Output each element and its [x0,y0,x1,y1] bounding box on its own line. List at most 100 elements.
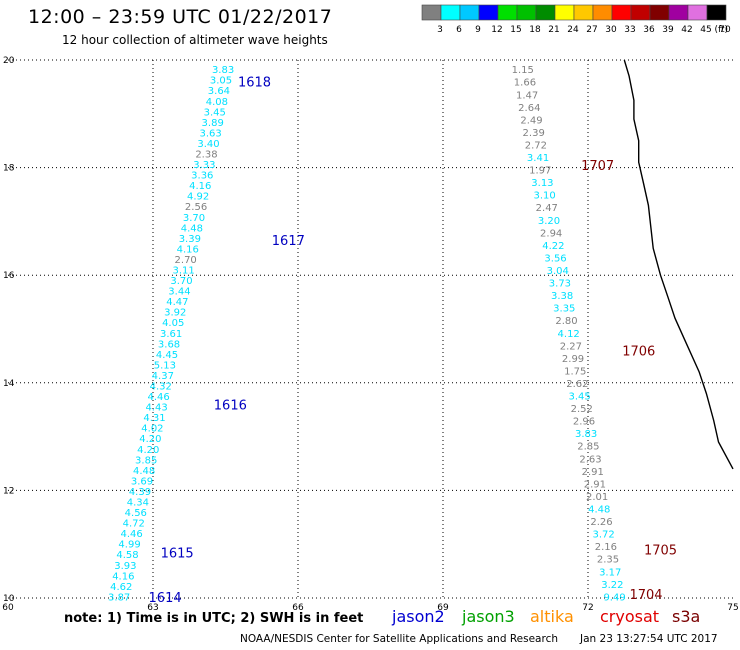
colorbar: 3 6 9 12 15 18 21 24 27 30 33 36 39 42 45 70(ft) [421,4,731,35]
wave-height-point: 4.62 [110,582,132,593]
y-tick-label: 20 [3,56,15,66]
colorbar-label: 42 [681,25,692,35]
pass-label: 1707 [581,159,614,174]
colorbar-swatch [630,4,651,21]
y-tick-label: 16 [3,271,15,281]
pass-label: 1618 [238,76,271,91]
wave-height-point: 2.16 [595,542,617,553]
wave-height-point: 2.47 [536,203,558,214]
wave-height-point: 4.99 [118,540,140,551]
grid [8,59,733,599]
colorbar-label: 6 [456,25,462,35]
x-tick-label: 66 [292,603,304,613]
wave-height-point: 1.47 [516,90,538,101]
timestamp-text: Jan 23 13:27:54 UTC 2017 [580,633,718,645]
wave-height-point: 4.16 [112,571,134,582]
wave-height-point: 4.16 [177,244,199,255]
legend-altika: altika [530,607,574,626]
colorbar-label: 39 [662,25,674,35]
wave-height-point: 3.56 [544,253,566,264]
wave-height-point: 1.66 [514,78,536,89]
legend-s3a: s3a [672,607,701,626]
wave-height-point: 3.85 [135,455,157,466]
y-tick-label: 10 [3,594,15,604]
wave-height-point: 2.39 [523,128,545,139]
wave-height-point: 3.70 [183,213,205,224]
wave-height-point: 3.39 [179,234,201,245]
wave-height-point: 4.58 [116,550,138,561]
wave-height-point: 4.46 [121,529,143,540]
pass-label: 1617 [272,234,305,249]
wave-height-point: 3.93 [114,561,136,572]
wave-height-point: 2.91 [582,467,604,478]
wave-height-point: 3.17 [599,567,621,578]
wave-height-point: 2.38 [195,150,217,161]
wave-height-point: 1.75 [564,366,586,377]
pass-label: 1706 [622,345,655,360]
wave-height-point: 2.56 [185,202,207,213]
wave-height-point: 2.70 [175,255,197,266]
colorbar-swatch [478,4,499,21]
colorbar-label: 18 [529,25,541,35]
wave-height-point: 4.46 [148,392,170,403]
wave-height-point: 3.35 [553,304,575,315]
wave-height-point: 2.01 [586,492,608,503]
wave-height-point: 3.10 [533,191,555,202]
colorbar-swatch [421,4,442,21]
wave-height-point: 4.05 [162,318,184,329]
wave-height-point: 4.08 [206,97,228,108]
y-tick-label: 12 [3,486,14,496]
colorbar-unit: (ft) [714,25,728,35]
colorbar-label: 45 [700,25,711,35]
wave-height-point: 2.35 [597,555,619,566]
wave-height-point: 4.02 [141,424,163,435]
x-tick-label: 69 [437,603,449,613]
wave-height-point: 5.13 [154,360,176,371]
wave-height-point: 9.49 [603,592,625,603]
wave-height-point: 1.97 [529,166,551,177]
wave-height-point: 2.62 [566,379,588,390]
wave-height-point: 4.48 [133,466,155,477]
wave-height-point: 4.47 [166,297,188,308]
wave-height-point: 3.45 [568,392,590,403]
chart-subtitle: 12 hour collection of altimeter wave hei… [62,33,328,47]
wave-height-point: 3.69 [131,476,153,487]
wave-height-point: 3.92 [164,308,186,319]
colorbar-label: 15 [510,25,521,35]
wave-height-point: 4.48 [588,505,610,516]
wave-height-point: 3.83 [575,429,597,440]
pass-label: 1705 [644,544,677,559]
wave-height-point: 3.61 [160,329,182,340]
wave-height-point: 3.13 [531,178,553,189]
colorbar-label: 24 [567,25,579,35]
wave-height-point: 3.72 [593,530,615,541]
wave-height-point: 4.32 [150,381,172,392]
wave-height-point: 4.16 [189,181,211,192]
legend-jason3: jason3 [462,607,515,626]
wave-height-point: 3.70 [170,276,192,287]
colorbar-swatch [459,4,480,21]
wave-height-point: 3.11 [172,265,194,276]
wave-height-point: 4.56 [125,508,147,519]
chart-title: 12:00 – 23:59 UTC 01/22/2017 [28,6,333,28]
colorbar-label: 21 [548,25,559,35]
wave-height-point: 2.72 [525,140,547,151]
colorbar-swatch [516,4,537,21]
note-text: note: 1) Time is in UTC; 2) SWH is in fe… [64,611,364,626]
wave-height-point: 3.45 [204,107,226,118]
colorbar-swatch [649,4,670,21]
wave-height-point: 2.49 [520,115,542,126]
colorbar-label: 12 [491,25,502,35]
wave-height-point: 4.22 [542,241,564,252]
wave-height-point: 2.80 [555,316,577,327]
pass-label: 1616 [214,398,247,413]
colorbar-swatch [440,4,461,21]
wave-height-point: 3.89 [202,118,224,129]
x-tick-label: 75 [727,603,738,613]
pass-label: 1615 [161,546,194,561]
wave-height-point: 3.44 [168,287,190,298]
wave-height-point: 3.83 [212,65,234,76]
pass-label: 1614 [149,591,182,606]
wave-height-point: 3.40 [197,139,219,150]
colorbar-label: 9 [475,25,481,35]
